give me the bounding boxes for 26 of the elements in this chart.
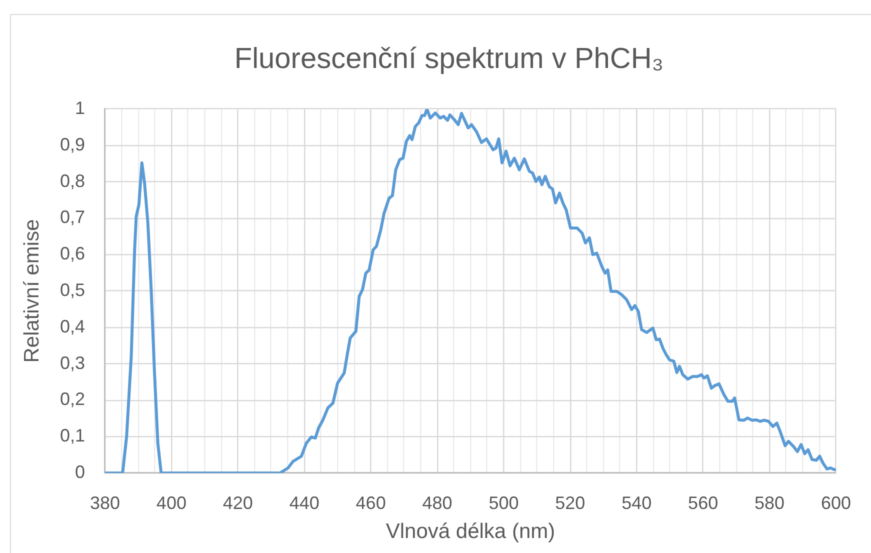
x-tick-label: 400 bbox=[156, 492, 186, 513]
y-tick-label: 1 bbox=[74, 98, 85, 118]
x-tick-label: 500 bbox=[488, 492, 519, 513]
x-tick-label: 560 bbox=[688, 492, 718, 513]
x-tick-label: 580 bbox=[754, 492, 785, 513]
x-tick-label: 460 bbox=[356, 492, 386, 513]
x-tick-label: 380 bbox=[90, 492, 120, 513]
y-tick-label: 0,1 bbox=[60, 426, 85, 446]
y-tick-label: 0,2 bbox=[60, 389, 85, 410]
y-tick-label: 0 bbox=[74, 462, 85, 482]
y-tick-label: 0,5 bbox=[60, 280, 85, 300]
y-tick-label: 0,9 bbox=[60, 134, 85, 154]
y-tick-label: 0,4 bbox=[60, 316, 85, 336]
x-tick-label: 540 bbox=[622, 492, 652, 513]
x-tick-label: 600 bbox=[820, 492, 852, 513]
x-tick-label: 420 bbox=[222, 492, 253, 513]
y-axis-title: Relativní emise bbox=[20, 219, 44, 363]
x-tick-label: 480 bbox=[422, 492, 452, 513]
x-tick-label: 520 bbox=[555, 492, 586, 513]
chart-title: Fluorescenční spektrum v PhCH₃ bbox=[234, 43, 664, 75]
y-tick-label: 0,8 bbox=[60, 170, 85, 191]
x-tick-label: 440 bbox=[289, 492, 320, 513]
y-tick-label: 0,7 bbox=[60, 207, 85, 228]
y-tick-label: 0,6 bbox=[60, 244, 85, 264]
y-tick-label: 0,3 bbox=[60, 352, 85, 373]
x-axis-title: Vlnová délka (nm) bbox=[386, 520, 556, 544]
